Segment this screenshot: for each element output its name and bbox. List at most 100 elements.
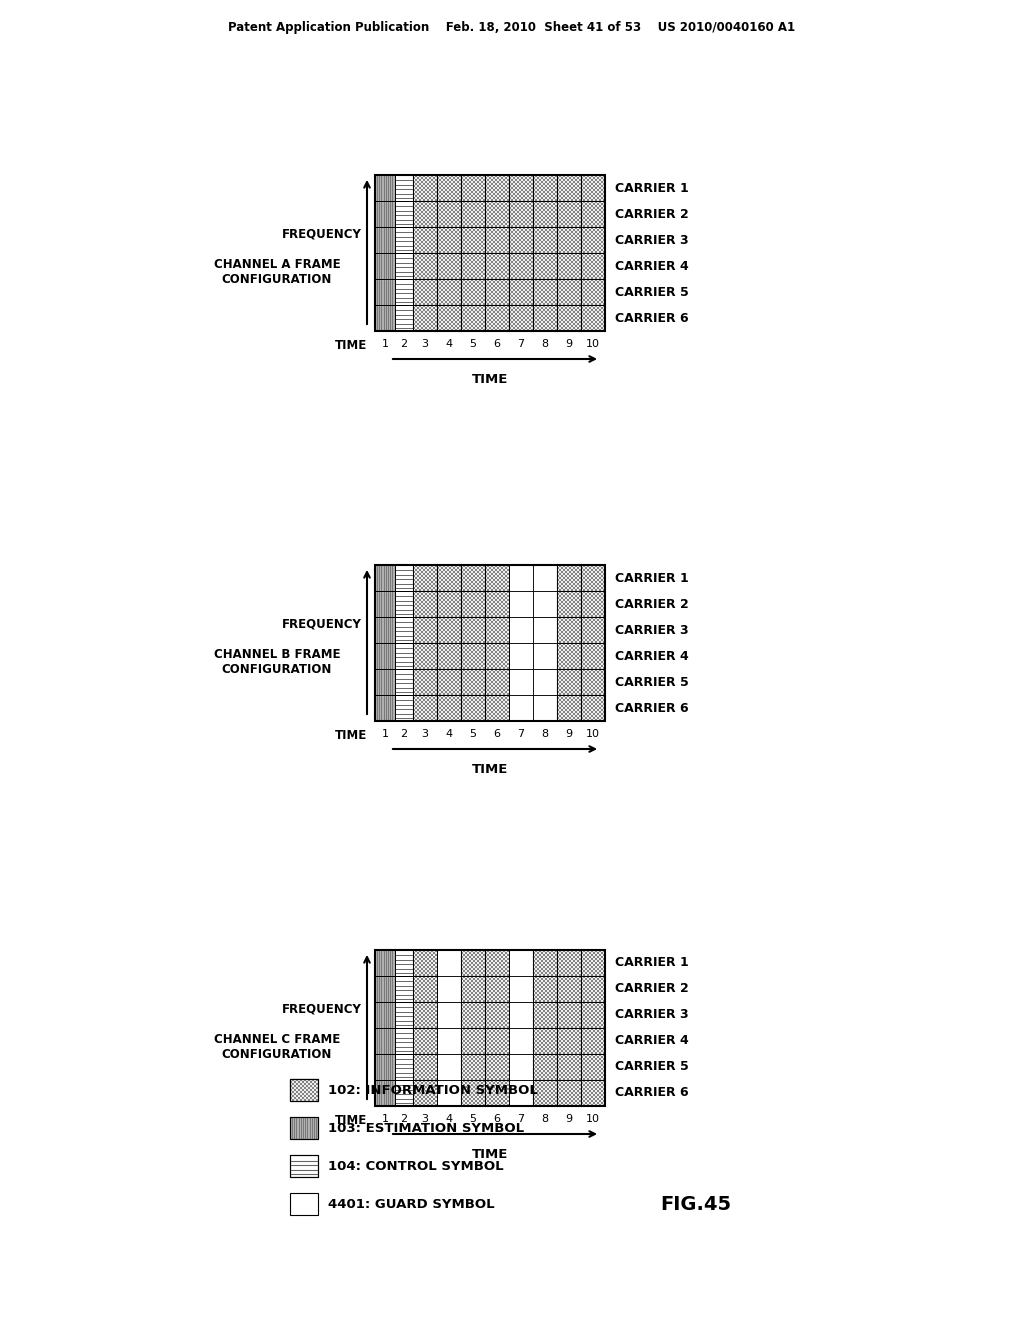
Bar <box>461 201 485 227</box>
Bar <box>485 643 509 669</box>
Bar <box>461 669 485 696</box>
Bar <box>290 1155 318 1177</box>
Bar <box>534 201 557 227</box>
Bar <box>485 305 509 331</box>
Bar <box>557 227 581 253</box>
Bar <box>534 1080 557 1106</box>
Bar <box>461 279 485 305</box>
Text: 104: CONTROL SYMBOL: 104: CONTROL SYMBOL <box>328 1159 504 1172</box>
Bar <box>534 591 557 616</box>
Bar <box>375 1002 395 1028</box>
Bar <box>413 975 437 1002</box>
Bar <box>461 1080 485 1106</box>
Bar <box>534 1028 557 1053</box>
Bar <box>395 305 413 331</box>
Text: CARRIER 3: CARRIER 3 <box>615 623 688 636</box>
Text: 1: 1 <box>382 1114 388 1125</box>
Bar <box>557 950 581 975</box>
Bar <box>557 565 581 591</box>
Text: 8: 8 <box>542 1114 549 1125</box>
Bar <box>485 176 509 201</box>
Bar <box>461 565 485 591</box>
Bar <box>375 1053 395 1080</box>
Bar <box>437 176 461 201</box>
Text: 1: 1 <box>382 339 388 348</box>
Bar <box>461 253 485 279</box>
Bar <box>375 591 395 616</box>
Bar <box>461 227 485 253</box>
Bar <box>534 176 557 201</box>
Bar <box>557 591 581 616</box>
Bar <box>395 201 413 227</box>
Bar <box>413 279 437 305</box>
Bar <box>557 305 581 331</box>
Text: CARRIER 2: CARRIER 2 <box>615 982 689 995</box>
Bar <box>485 950 509 975</box>
Text: CARRIER 1: CARRIER 1 <box>615 572 689 585</box>
Bar <box>581 305 605 331</box>
Bar <box>581 591 605 616</box>
Bar <box>557 279 581 305</box>
Bar <box>395 616 413 643</box>
Bar <box>509 253 534 279</box>
Bar <box>375 565 605 721</box>
Bar <box>461 950 485 975</box>
Bar <box>581 305 605 331</box>
Bar <box>581 975 605 1002</box>
Bar <box>375 305 395 331</box>
Bar <box>557 669 581 696</box>
Bar <box>413 176 437 201</box>
Bar <box>413 253 437 279</box>
Bar <box>375 1053 395 1080</box>
Text: CARRIER 2: CARRIER 2 <box>615 598 689 610</box>
Bar <box>395 643 413 669</box>
Bar <box>375 975 395 1002</box>
Bar <box>395 227 413 253</box>
Bar <box>534 227 557 253</box>
Bar <box>461 1080 485 1106</box>
Bar <box>437 1002 461 1028</box>
Text: CARRIER 6: CARRIER 6 <box>615 1086 688 1100</box>
Bar <box>581 1028 605 1053</box>
Bar <box>509 616 534 643</box>
Bar <box>395 950 413 975</box>
Bar <box>375 253 395 279</box>
Bar <box>581 696 605 721</box>
Bar <box>485 279 509 305</box>
Bar <box>534 253 557 279</box>
Text: 7: 7 <box>517 339 524 348</box>
Bar <box>375 253 395 279</box>
Text: 7: 7 <box>517 729 524 739</box>
Bar <box>509 176 534 201</box>
Bar <box>437 669 461 696</box>
Bar <box>509 1028 534 1053</box>
Bar <box>485 1028 509 1053</box>
Bar <box>557 696 581 721</box>
Bar <box>437 1080 461 1106</box>
Bar <box>437 669 461 696</box>
Bar <box>557 176 581 201</box>
Text: CARRIER 4: CARRIER 4 <box>615 1035 689 1048</box>
Bar <box>557 1002 581 1028</box>
Bar <box>437 176 461 201</box>
Bar <box>375 1080 395 1106</box>
Bar <box>581 176 605 201</box>
Bar <box>437 227 461 253</box>
Text: 4: 4 <box>445 1114 453 1125</box>
Bar <box>509 227 534 253</box>
Bar <box>534 1028 557 1053</box>
Bar <box>395 201 413 227</box>
Bar <box>395 253 413 279</box>
Bar <box>534 1053 557 1080</box>
Bar <box>437 696 461 721</box>
Bar <box>485 227 509 253</box>
Bar <box>461 591 485 616</box>
Bar <box>534 1053 557 1080</box>
Bar <box>485 176 509 201</box>
Bar <box>557 643 581 669</box>
Bar <box>461 591 485 616</box>
Bar <box>413 1053 437 1080</box>
Bar <box>534 1080 557 1106</box>
Bar <box>509 279 534 305</box>
Bar <box>413 176 437 201</box>
